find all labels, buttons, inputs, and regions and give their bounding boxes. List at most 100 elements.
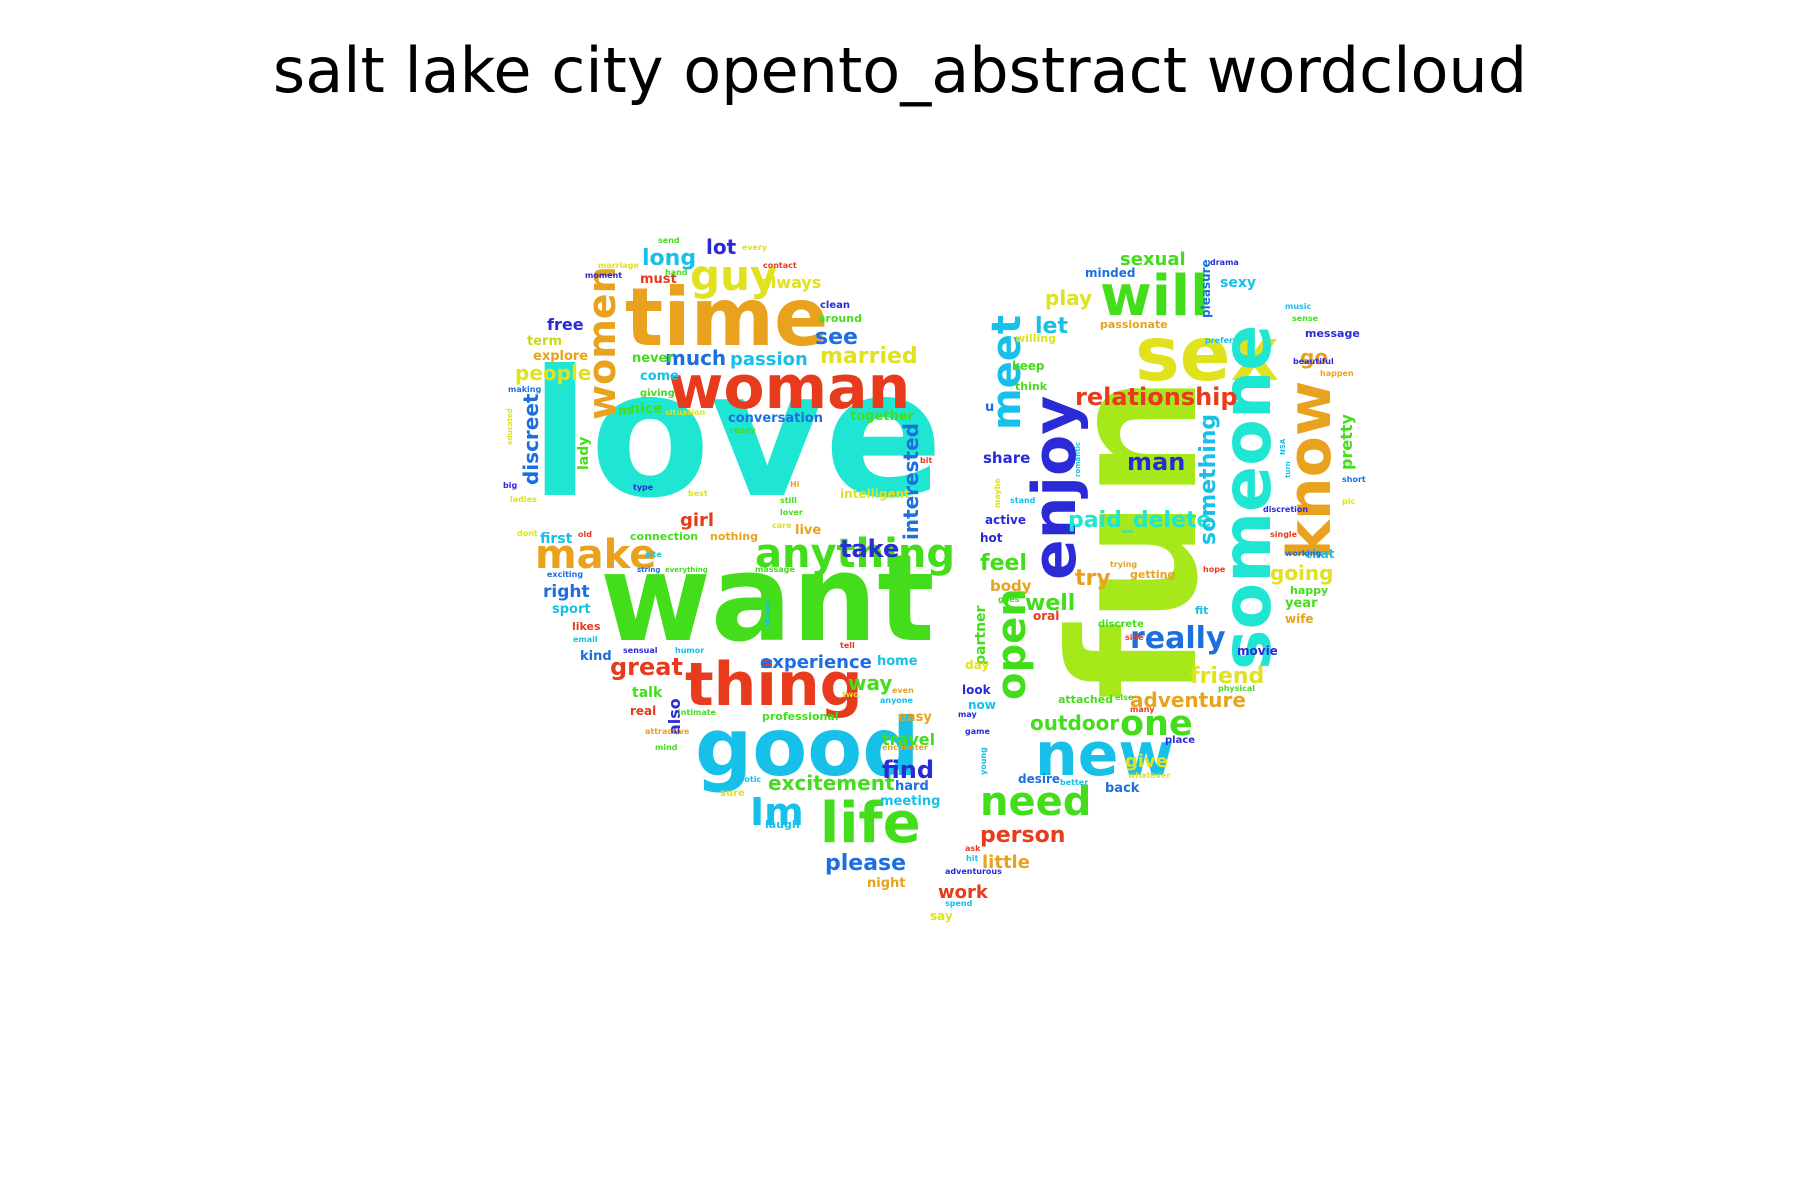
word-laugh: laugh bbox=[765, 818, 800, 831]
word-intelligent: intelligent bbox=[840, 487, 910, 501]
word-time: time bbox=[625, 271, 828, 364]
word-need: need bbox=[980, 779, 1091, 825]
word-message: message bbox=[1305, 327, 1360, 340]
word-nice: nice bbox=[630, 401, 663, 417]
word-trying: trying bbox=[1110, 560, 1137, 569]
word-experience: experience bbox=[760, 652, 872, 673]
word-share: share bbox=[983, 449, 1030, 467]
word-take: take bbox=[840, 535, 899, 563]
word-conversation: conversation bbox=[728, 411, 823, 426]
word-explore: explore bbox=[533, 349, 588, 364]
word-better: better bbox=[1060, 778, 1088, 787]
word-happy: happy bbox=[1290, 584, 1328, 597]
word-desire: desire bbox=[1018, 772, 1060, 786]
word-relationship: relationship bbox=[1075, 383, 1238, 411]
word-excitement: excitement bbox=[768, 771, 895, 795]
word-educated: educated bbox=[506, 408, 514, 445]
word-really: really bbox=[1130, 621, 1226, 656]
word-first: first bbox=[540, 531, 573, 547]
word-adventure: adventure bbox=[1130, 688, 1246, 712]
word-anyone: anyone bbox=[880, 696, 914, 705]
word-whatever: whatever bbox=[1128, 771, 1170, 780]
word-hi: Hi bbox=[790, 480, 800, 489]
word-come: come bbox=[640, 369, 679, 384]
word-tell: tell bbox=[840, 641, 855, 650]
word-humor: humor bbox=[675, 646, 704, 655]
word-one: one bbox=[1120, 704, 1193, 744]
word-willing: willing bbox=[1015, 332, 1056, 345]
word-marriage: marriage bbox=[598, 261, 639, 270]
word-know: know bbox=[1275, 381, 1345, 560]
word-everything: everything bbox=[665, 566, 708, 574]
word-ladies: ladies bbox=[510, 495, 537, 504]
word-clean: clean bbox=[820, 300, 850, 311]
word-see: see bbox=[815, 325, 858, 350]
word-short: short bbox=[1342, 475, 1366, 484]
word-pretty: pretty bbox=[1337, 414, 1356, 470]
word-work: work bbox=[938, 882, 989, 903]
word-still: still bbox=[780, 496, 797, 505]
word-site: site bbox=[645, 550, 662, 559]
word-live: live bbox=[795, 523, 821, 538]
word-wife: wife bbox=[1285, 612, 1314, 626]
word-professional: professional bbox=[762, 710, 839, 723]
word-home: home bbox=[877, 654, 918, 669]
word-getting: getting bbox=[1130, 568, 1175, 581]
word-please: please bbox=[825, 851, 906, 876]
word-much: much bbox=[665, 346, 726, 370]
word-send: send bbox=[658, 236, 680, 245]
word-sense: sense bbox=[1292, 314, 1319, 323]
word-dont: dont bbox=[517, 529, 538, 538]
word-big: big bbox=[503, 481, 517, 490]
word-even: even bbox=[892, 686, 914, 695]
word-anything: anything bbox=[755, 531, 955, 577]
word-hard: hard bbox=[895, 779, 929, 794]
word-must: must bbox=[640, 272, 677, 287]
word-married: married bbox=[820, 344, 918, 369]
word-u: u bbox=[985, 400, 994, 415]
word-give: give bbox=[1125, 751, 1168, 772]
word-bit: bit bbox=[920, 456, 932, 465]
word-sexy: sexy bbox=[1220, 275, 1256, 291]
word-hot: hot bbox=[980, 531, 1003, 545]
word-likes: likes bbox=[572, 620, 601, 633]
word-attractive: attractive bbox=[645, 727, 690, 736]
word-oral: oral bbox=[1033, 609, 1059, 623]
word-discrete: discrete bbox=[1098, 619, 1144, 630]
word-want: want bbox=[600, 530, 935, 669]
word-sexual: sexual bbox=[1120, 249, 1186, 270]
word-body: body bbox=[990, 577, 1032, 595]
word-woman: woman bbox=[668, 353, 910, 423]
word-friend: friend bbox=[1190, 664, 1264, 689]
word-ask: ask bbox=[965, 844, 981, 853]
word-well: well bbox=[1025, 591, 1075, 616]
word-giving: giving bbox=[640, 388, 675, 399]
word-meeting: meeting bbox=[880, 794, 940, 809]
word-enjoy: enjoy bbox=[1020, 396, 1090, 580]
word-never: never bbox=[632, 351, 674, 366]
word-guy: guy bbox=[690, 251, 777, 300]
word-paid-delete: paid_delete bbox=[1068, 508, 1211, 533]
word-every: every bbox=[742, 243, 768, 252]
word-music: music bbox=[1285, 302, 1312, 311]
word-physical: physical bbox=[1218, 684, 1255, 693]
word-lady: lady bbox=[576, 437, 592, 470]
word-always: always bbox=[760, 273, 821, 292]
word-easy: easy bbox=[898, 710, 932, 725]
word-try: try bbox=[1075, 566, 1111, 591]
word-around: around bbox=[818, 312, 862, 325]
word-will: will bbox=[1100, 264, 1209, 329]
word-day: day bbox=[965, 658, 989, 672]
word-place: place bbox=[1165, 735, 1195, 746]
word-something: something bbox=[1196, 414, 1221, 545]
word-pic: pic bbox=[1342, 497, 1355, 506]
word-mind: mind bbox=[655, 743, 678, 752]
word-sensual: sensual bbox=[623, 646, 658, 655]
word-real: real bbox=[630, 704, 656, 718]
word-think: think bbox=[1015, 380, 1048, 393]
word-best: best bbox=[688, 489, 708, 498]
chart-title: salt lake city opento_abstract wordcloud bbox=[272, 34, 1528, 107]
word-contact: contact bbox=[763, 261, 797, 270]
word-game: game bbox=[965, 727, 990, 736]
